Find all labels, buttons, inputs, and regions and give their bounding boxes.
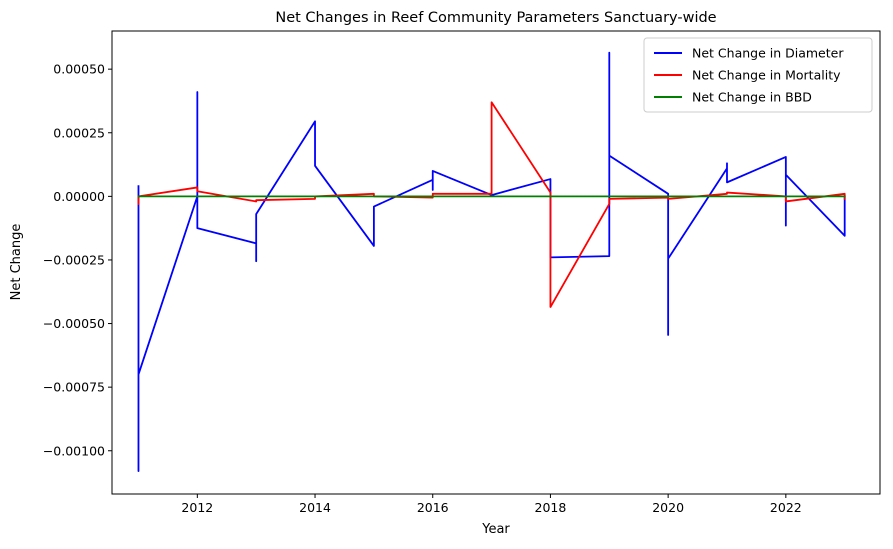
- x-tick-label: 2020: [652, 500, 684, 515]
- legend-label: Net Change in Diameter: [692, 46, 844, 61]
- x-tick-label: 2016: [417, 500, 449, 515]
- legend-box: [643, 37, 873, 113]
- y-axis-ticks: −0.00100 −0.00075 −0.00050 −0.00025 0.00000 0…: [43, 62, 112, 458]
- plot-lines: [137, 51, 846, 473]
- y-tick-label: −0.00025: [43, 252, 105, 267]
- legend-label: Net Change in BBD: [692, 90, 812, 105]
- series-line-0: [137, 51, 846, 473]
- series-line-1: [137, 101, 846, 308]
- x-tick-label: 2022: [770, 500, 802, 515]
- y-tick-label: 0.00050: [53, 62, 105, 77]
- y-axis-label: Net Change: [9, 224, 24, 301]
- y-tick-label: −0.00050: [43, 316, 105, 331]
- x-axis-ticks: 2012 2014 2016 2018 2020 2022: [181, 494, 802, 515]
- plot-area-frame: [111, 30, 881, 495]
- chart-title: Net Changes in Reef Community Parameters…: [275, 10, 716, 26]
- x-axis-label: Year: [481, 522, 510, 537]
- y-tick-label: −0.00075: [43, 380, 105, 395]
- x-tick-label: 2018: [535, 500, 567, 515]
- y-tick-label: 0.00000: [53, 189, 105, 204]
- legend-label: Net Change in Mortality: [692, 68, 841, 83]
- y-tick-label: −0.00100: [43, 443, 105, 458]
- y-tick-label: 0.00025: [53, 125, 105, 140]
- x-tick-label: 2012: [181, 500, 213, 515]
- legend: Net Change in Diameter Net Change in Mort…: [643, 37, 873, 113]
- x-tick-label: 2014: [299, 500, 331, 515]
